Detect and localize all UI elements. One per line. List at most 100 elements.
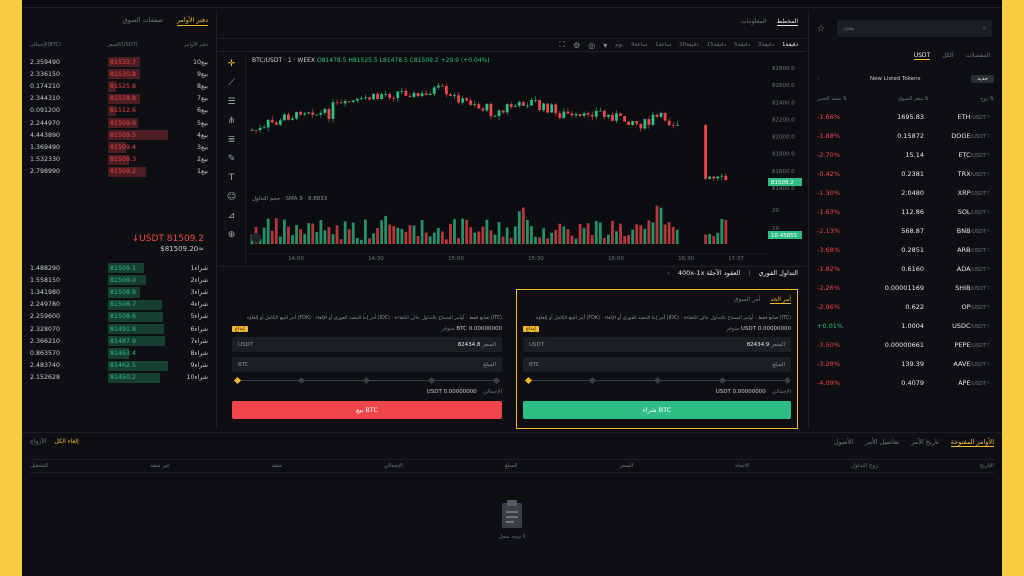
timeframe-4[interactable]: 30دقيقة	[679, 42, 698, 48]
ask-row[interactable]: 2.798990 81509.2 بيع1	[22, 166, 216, 178]
bid-row[interactable]: 2.366210 81487.9 شراء7	[22, 335, 216, 347]
ask-row[interactable]: 0.174210 81525.8 بيع8	[22, 80, 216, 92]
price-chart[interactable]: 82800.0 82600.0 82400.0 82200.0 82000.0 81800…	[246, 54, 806, 264]
ask-row[interactable]: 2.244970 81509.6 بيع5	[22, 117, 216, 129]
cancel-all-button[interactable]: إلغاء الكل	[54, 438, 78, 445]
bid-row[interactable]: 1.488290 81509.1 شراء1	[22, 262, 216, 274]
tab-chart[interactable]: المخطط	[777, 18, 798, 26]
market-row[interactable]: ☆ TRX/USDT 0.2381 -0.42%	[817, 164, 994, 183]
star-icon[interactable]: ☆	[986, 304, 994, 310]
star-icon[interactable]: ☆	[986, 266, 994, 272]
sell-amount-field[interactable]: المبلغ BTC	[232, 357, 502, 372]
market-row[interactable]: ☆ SHIB/USDT 0.00001169 -2.26%	[817, 278, 994, 297]
ask-row[interactable]: 2.336150 81530.8 بيع9	[22, 68, 216, 80]
bid-row[interactable]: 2.259600 81508.6 شراء5	[22, 311, 216, 323]
ask-row[interactable]: 1.532330 81509.3 بيع2	[22, 154, 216, 166]
parallel-lines-icon[interactable]: ☰	[218, 92, 245, 111]
buy-amount-field[interactable]: المبلغ BTC	[523, 357, 791, 372]
timeframe-5[interactable]: 1ساعة	[655, 42, 671, 48]
bid-row[interactable]: 0.863570 81463.4 شراء8	[22, 347, 216, 359]
sell-percent-slider[interactable]	[232, 376, 502, 386]
new-listed-label[interactable]: New Listed Tokens	[870, 76, 921, 82]
buy-button[interactable]: شراء BTC	[523, 401, 791, 419]
tab-open-orders[interactable]: الأوامر المفتوحة	[951, 438, 994, 447]
market-row[interactable]: ☆ AAVE/USDT 139.39 -3.28%	[817, 354, 994, 373]
ask-row[interactable]: 0.091200 81512.6 بيع6	[22, 105, 216, 117]
star-icon[interactable]: ☆	[986, 361, 994, 367]
timeframe-0[interactable]: دقيقة1	[782, 42, 798, 48]
tab-favorites[interactable]: المفضلات	[966, 52, 990, 60]
brush-icon[interactable]: ✎	[218, 149, 245, 168]
settings-sliders-icon[interactable]: ⚙	[573, 41, 580, 50]
market-row[interactable]: ☆ APE/USDT 0.4079 -4.09%	[817, 373, 994, 392]
buy-percent-slider[interactable]	[523, 376, 791, 386]
ask-row[interactable]: 4.443890 81509.5 بيع4	[22, 129, 216, 141]
spot-label[interactable]: التداول الفوري	[758, 269, 798, 277]
tab-market-trades[interactable]: صفقات السوق	[123, 16, 163, 26]
bid-row[interactable]: 2.483740 81462.5 شراء9	[22, 360, 216, 372]
market-row[interactable]: ☆ ARB/USDT 0.2851 -3.68%	[817, 240, 994, 259]
market-search-input[interactable]: ⌕ بحث	[837, 20, 992, 37]
ruler-icon[interactable]: ⊿	[218, 206, 245, 225]
star-outline-icon[interactable]: ☆	[817, 24, 825, 34]
star-icon[interactable]: ☆	[986, 285, 994, 291]
crosshair-icon[interactable]: ✛	[218, 54, 245, 73]
header-pair[interactable]: زوج ⇅	[980, 96, 994, 102]
market-row[interactable]: ☆ PEPE/USDT 0.00000661 -3.50%	[817, 335, 994, 354]
chevron-left-icon[interactable]: ‹	[817, 76, 819, 82]
tab-order-details[interactable]: تفاصيل الأمر	[865, 438, 899, 447]
buy-order-options[interactable]: أمر البيع الكامل أو إلغاؤه (FOK) · أمر إ…	[523, 316, 791, 321]
star-icon[interactable]: ☆	[986, 380, 994, 386]
buy-price-field[interactable]: السعر 82434.9 USDT	[523, 337, 791, 352]
bid-row[interactable]: 1.558150 81509.0 شراء2	[22, 274, 216, 286]
tab-info[interactable]: المعلومات	[741, 18, 767, 26]
market-row[interactable]: ☆ XRP/USDT 2.0480 -1.30%	[817, 183, 994, 202]
star-icon[interactable]: ☆	[986, 247, 994, 253]
indicator-icon[interactable]: ◎	[588, 41, 595, 50]
star-icon[interactable]: ☆	[986, 171, 994, 177]
timeframe-7[interactable]: يوم	[615, 42, 623, 48]
bid-row[interactable]: 2.249780 81508.7 شراء4	[22, 299, 216, 311]
star-icon[interactable]: ☆	[986, 114, 994, 120]
market-row[interactable]: ☆ DOGE/USDT 0.15872 -1.88%	[817, 126, 994, 145]
star-icon[interactable]: ☆	[986, 228, 994, 234]
sell-button[interactable]: بيع BTC	[232, 401, 502, 419]
new-chip[interactable]: جديد	[971, 75, 994, 83]
market-row[interactable]: ☆ ADA/USDT 0.6160 -1.82%	[817, 259, 994, 278]
market-row[interactable]: ☆ SOL/USDT 112.86 -1.63%	[817, 202, 994, 221]
tab-market-order[interactable]: أمر السوق	[734, 296, 761, 304]
tab-order-book[interactable]: دفتر الأوامر	[177, 16, 208, 26]
tab-assets[interactable]: الأصول	[834, 438, 853, 447]
star-icon[interactable]: ☆	[986, 133, 994, 139]
market-row[interactable]: ☆ OP/USDT 0.622 -2.96%	[817, 297, 994, 316]
sell-deposit-badge[interactable]: إيداع	[232, 326, 248, 332]
fullscreen-icon[interactable]: ⛶	[559, 40, 565, 50]
market-row[interactable]: ☆ ETC/USDT 15.14 -2.70%	[817, 145, 994, 164]
header-change[interactable]: نسبة التغيير ⇅	[817, 96, 847, 102]
market-row[interactable]: ☆ ETH/USDT 1695.83 -1.66%	[817, 107, 994, 126]
star-icon[interactable]: ☆	[986, 323, 994, 329]
sell-price-field[interactable]: السعر 82434.8 USDT	[232, 337, 502, 352]
sell-order-options[interactable]: أمر البيع الكامل أو إلغاؤه (FOK) · أمر إ…	[232, 316, 502, 321]
buy-deposit-badge[interactable]: إيداع	[523, 326, 539, 332]
timeframe-1[interactable]: 3دقيقة	[758, 42, 774, 48]
chevron-down-icon[interactable]: ▾	[603, 41, 607, 50]
tab-usdt[interactable]: USDT	[914, 52, 931, 60]
tab-all[interactable]: الكل	[942, 52, 953, 60]
fibonacci-icon[interactable]: ≣	[218, 130, 245, 149]
pairs-filter[interactable]: الأزواج	[30, 438, 46, 445]
futures-label[interactable]: 400x-1x العقود الآجلة	[678, 269, 740, 277]
star-icon[interactable]: ☆	[986, 209, 994, 215]
text-icon[interactable]: T	[218, 168, 245, 187]
header-price[interactable]: سعر السوق ⇅	[898, 96, 929, 102]
ask-row[interactable]: 2.359490 81533.7 بيع10	[22, 56, 216, 68]
ask-row[interactable]: 2.344310 81518.8 بيع7	[22, 93, 216, 105]
star-icon[interactable]: ☆	[986, 342, 994, 348]
star-icon[interactable]: ☆	[986, 152, 994, 158]
timeframe-2[interactable]: 5دقيقة	[734, 42, 750, 48]
timeframe-6[interactable]: 4ساعة	[631, 42, 647, 48]
tab-limit-order[interactable]: أمر الحد	[770, 296, 791, 304]
ask-row[interactable]: 1.369490 81509.4 بيع3	[22, 141, 216, 153]
pitchfork-icon[interactable]: ⋔	[218, 111, 245, 130]
market-row[interactable]: ☆ USDC/USDT 1.0004 +0.01%	[817, 316, 994, 335]
